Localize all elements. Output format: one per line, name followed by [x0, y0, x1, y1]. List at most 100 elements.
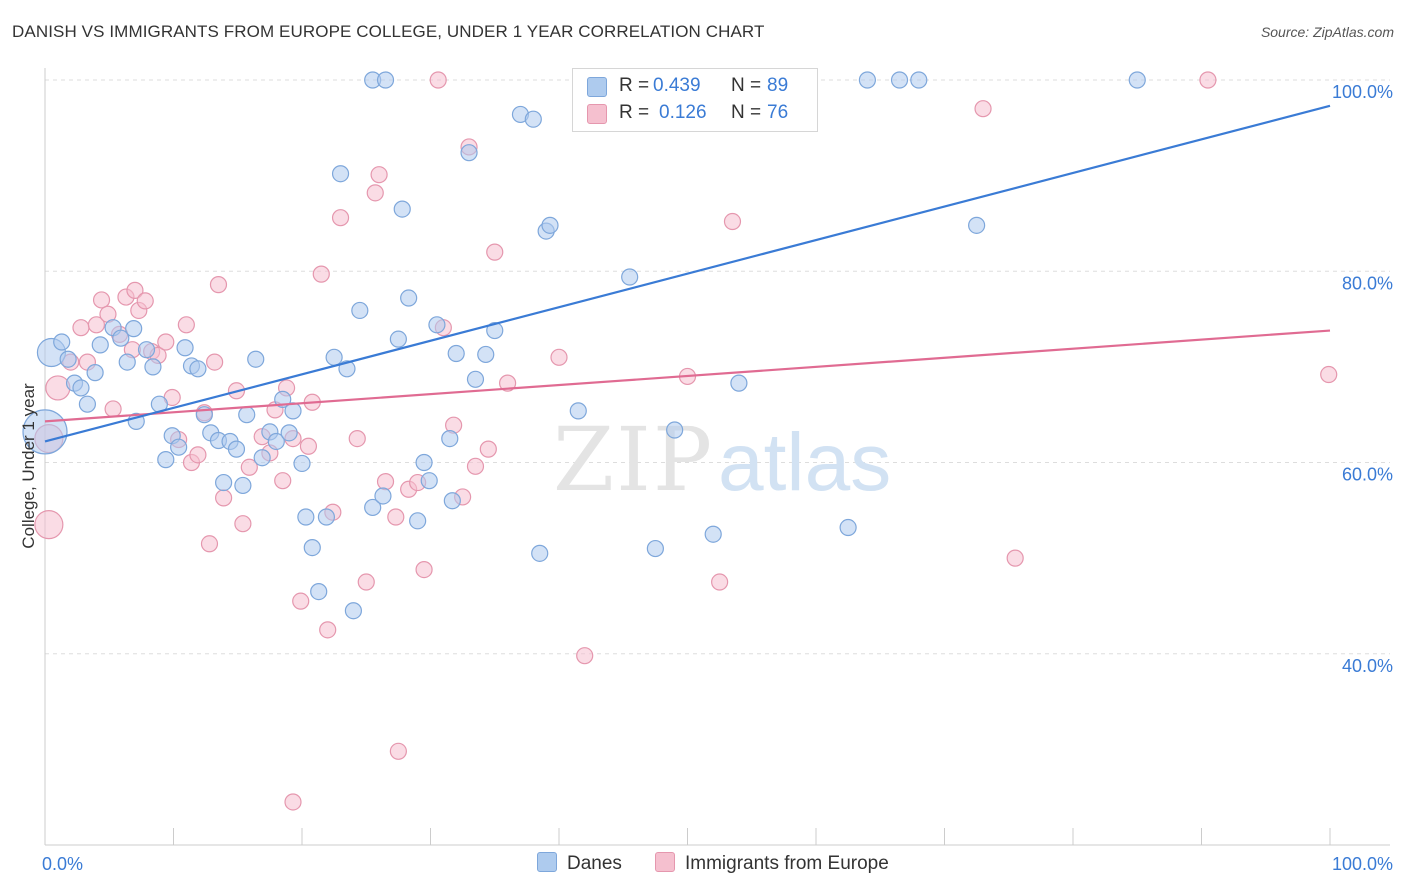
immigrants-point	[550, 348, 568, 366]
danes-point	[376, 71, 395, 89]
danes-point	[118, 353, 136, 371]
danes-point	[393, 200, 411, 218]
immigrants-point	[72, 319, 90, 337]
danes-point	[112, 329, 130, 347]
danes-point	[238, 406, 256, 424]
danes-point	[137, 341, 156, 359]
danes-point	[666, 421, 684, 439]
danes-point	[415, 453, 433, 472]
immigrants-point	[331, 209, 350, 227]
danes-point	[144, 358, 162, 376]
immigrants-point	[240, 458, 258, 476]
immigrants-point	[157, 333, 175, 351]
legend-n-value: 76	[767, 102, 789, 123]
immigrants-point	[1199, 71, 1217, 89]
danes-point	[157, 451, 175, 469]
danes-point	[531, 544, 549, 562]
danes-point	[447, 344, 465, 363]
danes-point	[170, 438, 188, 456]
danes-point	[1128, 71, 1146, 89]
immigrants-point	[387, 508, 405, 526]
immigrants-point	[499, 374, 517, 392]
danes-point	[78, 395, 97, 413]
immigrants-point	[126, 281, 144, 299]
danes-point	[541, 216, 559, 234]
legend-swatch-danes	[537, 852, 557, 872]
immigrants-point	[486, 243, 504, 261]
immigrants-point	[292, 592, 310, 610]
y-tick-label: 100.0%	[1332, 82, 1393, 102]
immigrants-point	[389, 742, 407, 760]
legend-r-label: R =	[619, 102, 650, 123]
danes-point	[910, 71, 928, 89]
legend-r-value: 0.126	[659, 102, 707, 123]
danes-point	[389, 330, 407, 348]
immigrants-point	[723, 212, 742, 231]
x-tick-label: 100.0%	[1332, 854, 1393, 874]
danes-point	[303, 539, 321, 557]
y-tick-label: 40.0%	[1342, 656, 1393, 676]
immigrants-point	[479, 440, 497, 458]
y-axis-title: College, Under 1 year	[19, 383, 38, 549]
legend-swatch-danes	[587, 77, 607, 97]
danes-point	[968, 216, 986, 234]
watermark-zip: ZIP	[553, 408, 714, 511]
immigrants-point	[206, 353, 224, 371]
danes-point	[253, 449, 271, 467]
danes-point	[125, 320, 143, 338]
danes-point	[293, 454, 311, 473]
danes-point	[317, 508, 336, 526]
danes-point	[176, 339, 194, 357]
danes-point	[890, 71, 909, 89]
danes-point	[310, 582, 328, 601]
danes-point	[486, 321, 504, 340]
danes-point	[443, 492, 461, 510]
danes-point	[730, 374, 748, 392]
legend-label-danes: Danes	[567, 853, 622, 874]
danes-point	[704, 525, 722, 543]
immigrants-point	[1320, 365, 1338, 384]
legend-item-immigrants: Immigrants from Europe	[655, 852, 889, 876]
legend-label-immigrants: Immigrants from Europe	[685, 853, 889, 874]
immigrants-point	[711, 573, 729, 591]
danes-point	[267, 432, 285, 451]
legend-n-value: 89	[767, 75, 789, 96]
chart-title: DANISH VS IMMIGRANTS FROM EUROPE COLLEGE…	[12, 22, 765, 41]
immigrants-point	[189, 446, 207, 464]
danes-point	[460, 144, 478, 162]
danes-point	[86, 364, 104, 382]
legend-item-danes: Danes	[537, 852, 622, 876]
danes-point	[400, 289, 418, 307]
watermark-atlas: atlas	[718, 417, 891, 508]
immigrants-point	[576, 647, 594, 665]
danes-point	[344, 602, 362, 620]
trend-lines	[44, 104, 1331, 443]
danes-point	[646, 539, 664, 558]
watermark: ZIP atlas	[553, 408, 891, 511]
axes	[44, 68, 1390, 846]
danes-point	[189, 360, 207, 378]
immigrants-point	[34, 510, 64, 540]
immigrants-point	[234, 515, 252, 533]
immigrants-point	[209, 276, 228, 294]
immigrants-point	[357, 573, 375, 591]
immigrants-point	[974, 100, 992, 118]
immigrants-point	[312, 265, 330, 283]
danes-point	[466, 370, 485, 388]
danes-point	[364, 498, 382, 517]
danes-point	[374, 487, 392, 505]
source-label: Source: ZipAtlas.com	[1260, 24, 1394, 40]
danes-point	[441, 429, 459, 448]
immigrants-point	[370, 166, 388, 184]
danes-point	[338, 360, 356, 378]
immigrants-point	[376, 473, 395, 491]
legend-swatch-immigrants	[587, 104, 607, 124]
legend-r-value: 0.439	[653, 75, 701, 96]
immigrants-trend-line	[44, 329, 1331, 423]
danes-point	[858, 71, 877, 89]
danes-point	[227, 440, 246, 458]
grid-lines	[45, 79, 1390, 655]
y-tick-label: 80.0%	[1342, 273, 1393, 293]
danes-point	[297, 508, 315, 526]
